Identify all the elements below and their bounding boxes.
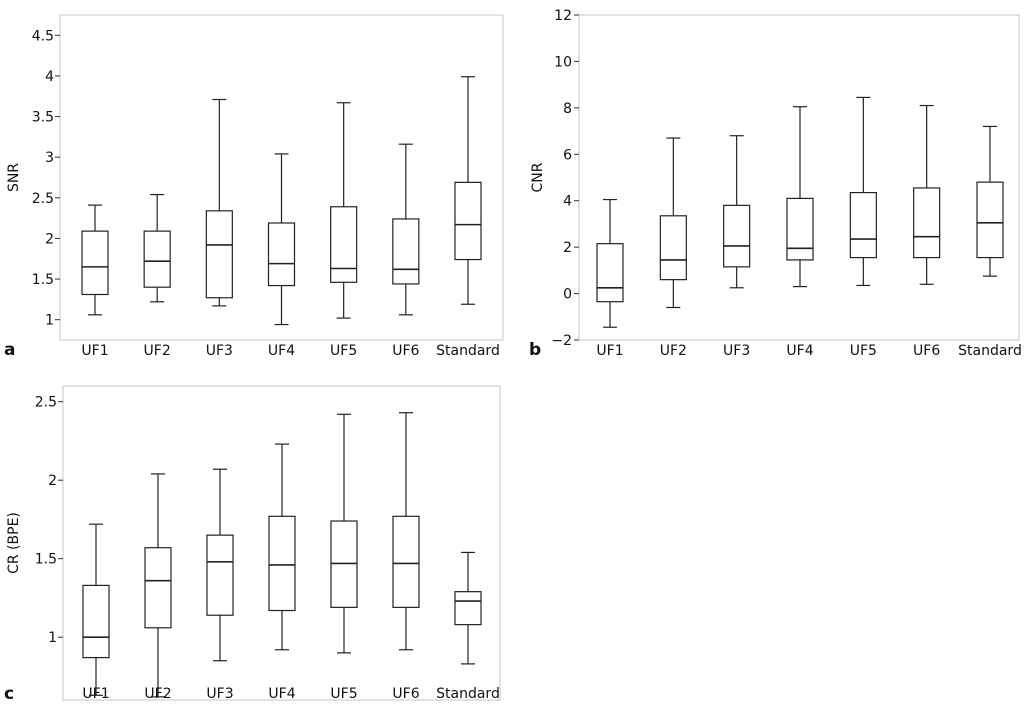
chart-panel-c: 1 1.5 2 2.5 CR (BPE) c UF1 UF2 UF3 UF4 UF5 UF6 Stand…: [4, 385, 501, 704]
box-uf5: [330, 413, 358, 654]
category-label: UF3: [723, 343, 750, 359]
y-tick-label: 3: [45, 150, 54, 166]
panel-letter: b: [529, 340, 541, 360]
box-uf1: [81, 204, 109, 316]
category-label: UF3: [206, 686, 233, 702]
y-tick-label: 4: [563, 194, 572, 210]
category-label: UF5: [330, 686, 357, 702]
box-iqr: [144, 547, 172, 629]
category-label: UF1: [82, 686, 109, 702]
box-iqr: [81, 230, 109, 296]
category-label: UF4: [786, 343, 813, 359]
box-uf1: [596, 198, 624, 328]
y-axis-label: CR (BPE): [6, 512, 22, 574]
category-label: Standard: [436, 686, 500, 702]
category-label: Standard: [436, 343, 500, 359]
box-standard: [454, 76, 482, 305]
box-uf4: [268, 443, 296, 651]
y-tick-label: 3.5: [32, 110, 54, 126]
y-tick-label: 2: [563, 240, 572, 256]
category-label: UF4: [268, 686, 295, 702]
category-label: Standard: [958, 343, 1022, 359]
box-standard: [454, 551, 482, 665]
panel-letter: c: [4, 684, 14, 704]
y-tick-label: 12: [554, 8, 572, 24]
category-label: UF1: [596, 343, 623, 359]
y-tick-label: 10: [554, 54, 572, 70]
box-iqr: [268, 515, 296, 612]
category-label: UF2: [144, 686, 171, 702]
box-uf3: [206, 468, 234, 662]
y-tick-label: 6: [563, 147, 572, 163]
box-iqr: [454, 591, 482, 626]
box-uf1: [82, 523, 110, 696]
panel-letter: a: [4, 340, 15, 360]
y-tick-label: 4.5: [32, 28, 54, 44]
y-tick-label: 2.5: [32, 191, 54, 207]
y-tick-label: 2: [45, 231, 54, 247]
box-iqr: [659, 215, 687, 281]
category-label: UF6: [392, 343, 419, 359]
box-iqr: [392, 515, 420, 608]
box-iqr: [723, 204, 751, 268]
y-tick-label: 8: [563, 101, 572, 117]
box-standard: [976, 125, 1004, 277]
y-axis-label: CNR: [530, 162, 546, 192]
y-axis-label: SNR: [6, 163, 22, 192]
box-iqr: [849, 191, 877, 259]
box-iqr: [267, 222, 296, 287]
plot-frame: [578, 14, 1020, 341]
box-iqr: [330, 206, 358, 283]
box-uf4: [786, 106, 814, 288]
plot-frame: [59, 14, 504, 341]
box-uf3: [205, 98, 233, 307]
category-label: UF4: [268, 343, 295, 359]
box-iqr: [143, 230, 171, 288]
box-iqr: [596, 243, 624, 303]
box-uf4: [267, 153, 296, 326]
y-tick-label: −2: [551, 333, 572, 349]
y-tick-label: 1: [45, 313, 54, 329]
category-label: UF5: [850, 343, 877, 359]
category-label: UF3: [206, 343, 233, 359]
box-uf6: [913, 104, 941, 285]
box-iqr: [786, 197, 814, 261]
y-tick-label: 1.5: [32, 272, 54, 288]
category-label: UF2: [660, 343, 687, 359]
box-iqr: [82, 584, 110, 659]
box-uf2: [659, 137, 687, 309]
box-uf6: [392, 143, 420, 316]
box-uf6: [392, 412, 420, 651]
y-tick-label: 0: [563, 287, 572, 303]
y-tick-label: 1.5: [35, 552, 57, 568]
category-label: UF5: [330, 343, 357, 359]
box-uf5: [330, 102, 358, 319]
box-uf2: [143, 193, 171, 303]
y-tick-label: 4: [45, 69, 54, 85]
box-uf2: [144, 473, 172, 698]
plot-frame: [62, 385, 501, 701]
category-label: UF2: [144, 343, 171, 359]
chart-panel-a: 1 1.5 2 2.5 3 3.5 4 4.5 SNR a UF1 UF2 UF3 UF4 UF5 UF6 St…: [4, 14, 504, 360]
box-iqr: [392, 218, 420, 285]
box-iqr: [454, 181, 482, 261]
box-iqr: [205, 210, 233, 299]
y-tick-label: 1: [48, 630, 57, 646]
box-iqr: [913, 187, 941, 259]
y-tick-label: 2.5: [35, 395, 57, 411]
box-iqr: [206, 534, 234, 616]
box-iqr: [976, 181, 1004, 259]
category-label: UF6: [913, 343, 940, 359]
box-uf5: [849, 96, 877, 287]
box-uf3: [723, 135, 751, 289]
y-tick-label: 2: [48, 473, 57, 489]
category-label: UF6: [392, 686, 419, 702]
chart-panel-b: −2 0 2 4 6 8 10 12 CNR b UF1 UF2 UF3 UF4 UF5 UF6 Standar…: [529, 8, 1022, 360]
category-label: UF1: [81, 343, 108, 359]
